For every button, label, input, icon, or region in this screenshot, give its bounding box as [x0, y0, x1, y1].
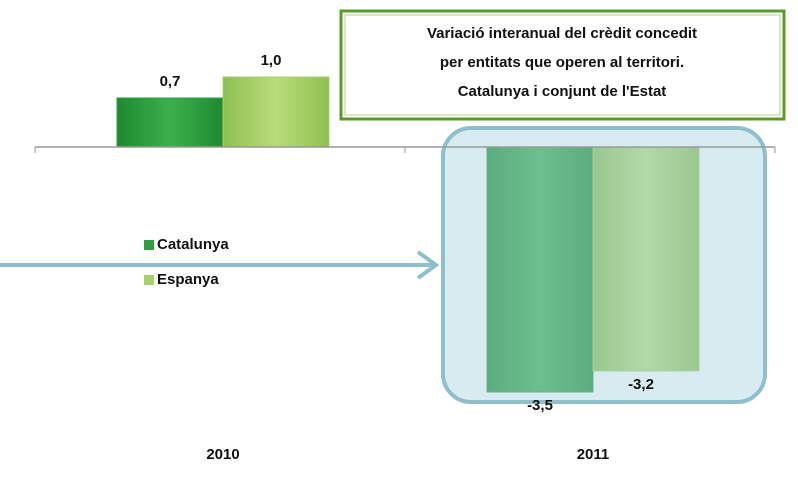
chart-title: Variació interanual del crèdit concedit — [427, 25, 697, 42]
title-box — [339, 9, 786, 121]
legend-swatch — [144, 240, 154, 250]
x-tick-label: 2010 — [206, 446, 239, 463]
bar — [116, 97, 224, 148]
bar — [222, 76, 330, 148]
value-label: -3,2 — [628, 376, 654, 393]
legend-label: Espanya — [157, 271, 219, 288]
value-label: 1,0 — [261, 52, 282, 69]
arrow-head — [416, 250, 440, 280]
title-box-inner — [344, 14, 781, 116]
value-label: -3,5 — [527, 397, 553, 414]
highlight-box — [441, 126, 767, 404]
legend-label: Catalunya — [157, 236, 229, 253]
bar — [592, 146, 700, 372]
chart-title: per entitats que operen al territori. — [440, 54, 684, 71]
chart-title: Catalunya i conjunt de l'Estat — [458, 83, 667, 100]
legend-swatch — [144, 275, 154, 285]
value-label: 0,7 — [160, 73, 181, 90]
x-tick-label: 2011 — [577, 446, 610, 463]
